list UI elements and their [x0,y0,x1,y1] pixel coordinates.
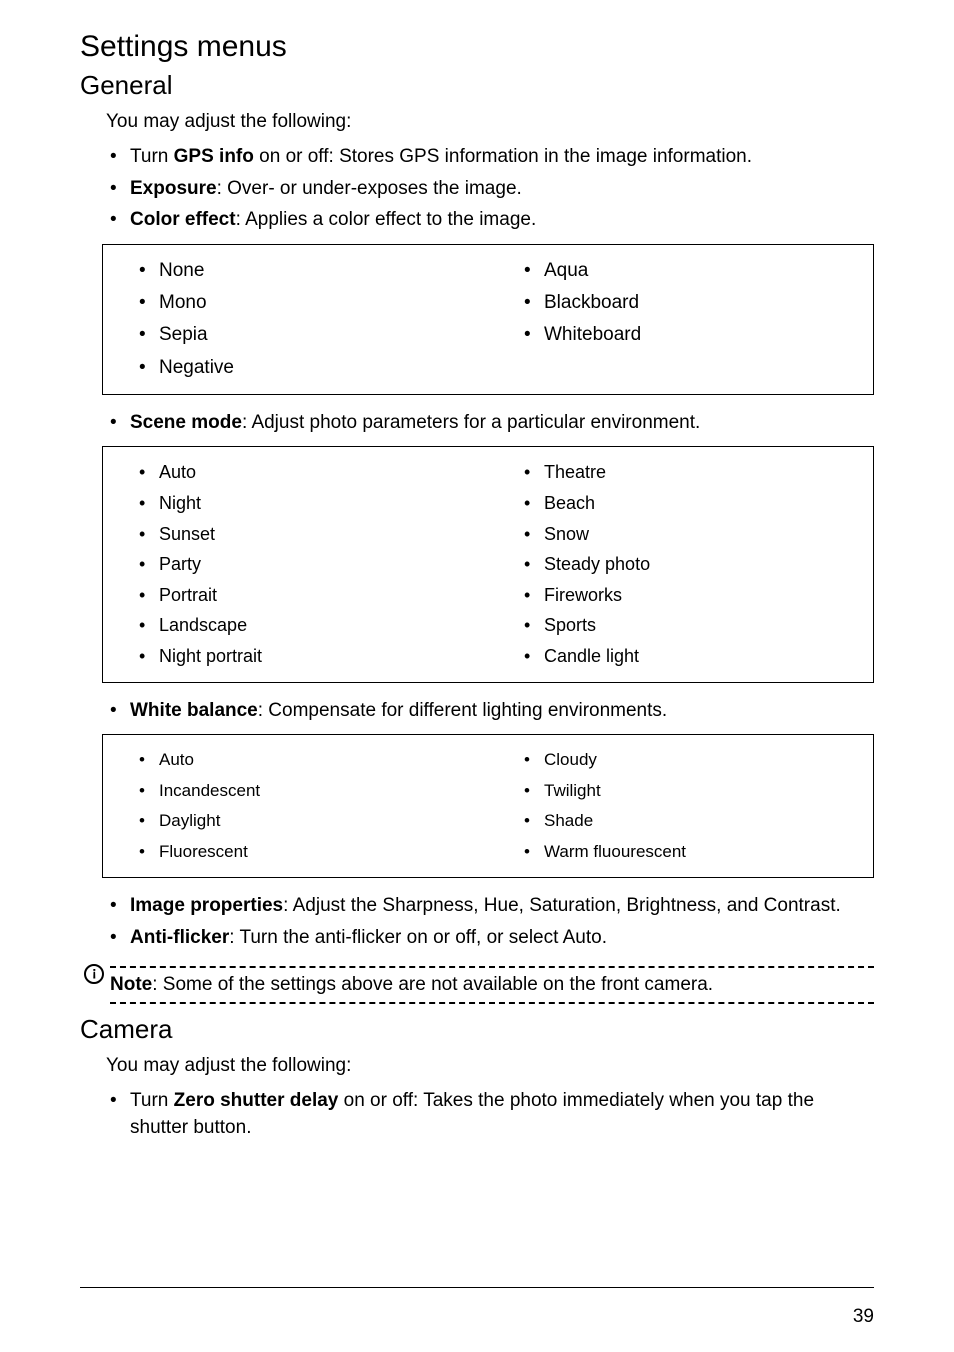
list-item: Theatre [520,457,873,488]
list-item: Daylight [135,806,488,837]
general-list-wb: White balance: Compensate for different … [106,697,874,725]
bold-text: Exposure [130,178,217,199]
color-effect-left-list: None Mono Sepia Negative [103,255,488,384]
bold-text: Color effect [130,209,236,230]
bold-text: White balance [130,700,258,721]
note-block: Note: Some of the settings above are not… [84,966,874,1004]
box-col-left: None Mono Sepia Negative [103,255,488,384]
list-item: Shade [520,806,873,837]
text: : Compensate for different lighting envi… [258,700,667,721]
list-item: Anti-flicker: Turn the anti-flicker on o… [106,924,874,952]
bold-text: Zero shutter delay [174,1090,339,1111]
box-col-right: Aqua Blackboard Whiteboard [488,255,873,384]
list-item: Auto [135,745,488,776]
text: : Adjust photo parameters for a particul… [242,412,700,433]
list-item: Sepia [135,319,488,351]
general-list-bottom: Image properties: Adjust the Sharpness, … [106,892,874,951]
list-item: Turn Zero shutter delay on or off: Takes… [106,1087,874,1142]
box-col-right: Theatre Beach Snow Steady photo Firework… [488,457,873,671]
list-item: Incandescent [135,776,488,807]
list-item: Sunset [135,519,488,550]
list-item: Night [135,488,488,519]
scene-mode-left-list: Auto Night Sunset Party Portrait Landsca… [103,457,488,671]
list-item: Auto [135,457,488,488]
list-item: Color effect: Applies a color effect to … [106,206,874,234]
text: : Some of the settings above are not ava… [152,974,713,995]
general-heading: General [80,70,874,101]
white-balance-box: Auto Incandescent Daylight Fluorescent C… [102,734,874,878]
list-item: Candle light [520,641,873,672]
white-balance-left-list: Auto Incandescent Daylight Fluorescent [103,745,488,867]
list-item: Portrait [135,580,488,611]
scene-mode-box: Auto Night Sunset Party Portrait Landsca… [102,446,874,682]
list-item: Whiteboard [520,319,873,351]
list-item: Fireworks [520,580,873,611]
bold-text: GPS info [174,146,254,167]
list-item: Aqua [520,255,873,287]
text: : Adjust the Sharpness, Hue, Saturation,… [283,895,841,916]
list-item: Fluorescent [135,837,488,868]
list-item: None [135,255,488,287]
list-item: Blackboard [520,287,873,319]
camera-lead: You may adjust the following: [106,1055,874,1077]
settings-menus-heading: Settings menus [80,30,874,64]
bold-text: Note [110,974,152,995]
note-text: Note: Some of the settings above are not… [110,974,874,996]
scene-mode-right-list: Theatre Beach Snow Steady photo Firework… [488,457,873,671]
list-item: Mono [135,287,488,319]
footer-rule [80,1287,874,1288]
page-number: 39 [853,1306,874,1328]
list-item: Exposure: Over- or under-exposes the ima… [106,175,874,203]
list-item: Cloudy [520,745,873,776]
list-item: Snow [520,519,873,550]
list-item: Warm fluourescent [520,837,873,868]
text: Turn [130,146,174,167]
box-col-right: Cloudy Twilight Shade Warm fluourescent [488,745,873,867]
text: : Turn the anti-flicker on or off, or se… [229,927,607,948]
general-list-top: Turn GPS info on or off: Stores GPS info… [106,143,874,234]
list-item: Steady photo [520,549,873,580]
page: Settings menus General You may adjust th… [0,0,954,1352]
list-item: Night portrait [135,641,488,672]
list-item: Landscape [135,610,488,641]
bold-text: Anti-flicker [130,927,229,948]
list-item: Turn GPS info on or off: Stores GPS info… [106,143,874,171]
text: : Applies a color effect to the image. [236,209,537,230]
general-list-scene: Scene mode: Adjust photo parameters for … [106,409,874,437]
color-effect-right-list: Aqua Blackboard Whiteboard [488,255,873,352]
camera-heading: Camera [80,1014,874,1045]
bold-text: Image properties [130,895,283,916]
list-item: Beach [520,488,873,519]
note-icon [84,964,104,984]
list-item: Negative [135,352,488,384]
dash-line-top [110,966,874,968]
camera-list: Turn Zero shutter delay on or off: Takes… [106,1087,874,1142]
text: : Over- or under-exposes the image. [217,178,522,199]
box-col-left: Auto Night Sunset Party Portrait Landsca… [103,457,488,671]
box-col-left: Auto Incandescent Daylight Fluorescent [103,745,488,867]
list-item: Image properties: Adjust the Sharpness, … [106,892,874,920]
general-lead: You may adjust the following: [106,111,874,133]
color-effect-box: None Mono Sepia Negative Aqua Blackboard… [102,244,874,395]
white-balance-right-list: Cloudy Twilight Shade Warm fluourescent [488,745,873,867]
text: on or off: Stores GPS information in the… [254,146,752,167]
list-item: White balance: Compensate for different … [106,697,874,725]
text: Turn [130,1090,174,1111]
list-item: Sports [520,610,873,641]
list-item: Twilight [520,776,873,807]
dash-line-bottom [110,1002,874,1004]
bold-text: Scene mode [130,412,242,433]
list-item: Party [135,549,488,580]
list-item: Scene mode: Adjust photo parameters for … [106,409,874,437]
